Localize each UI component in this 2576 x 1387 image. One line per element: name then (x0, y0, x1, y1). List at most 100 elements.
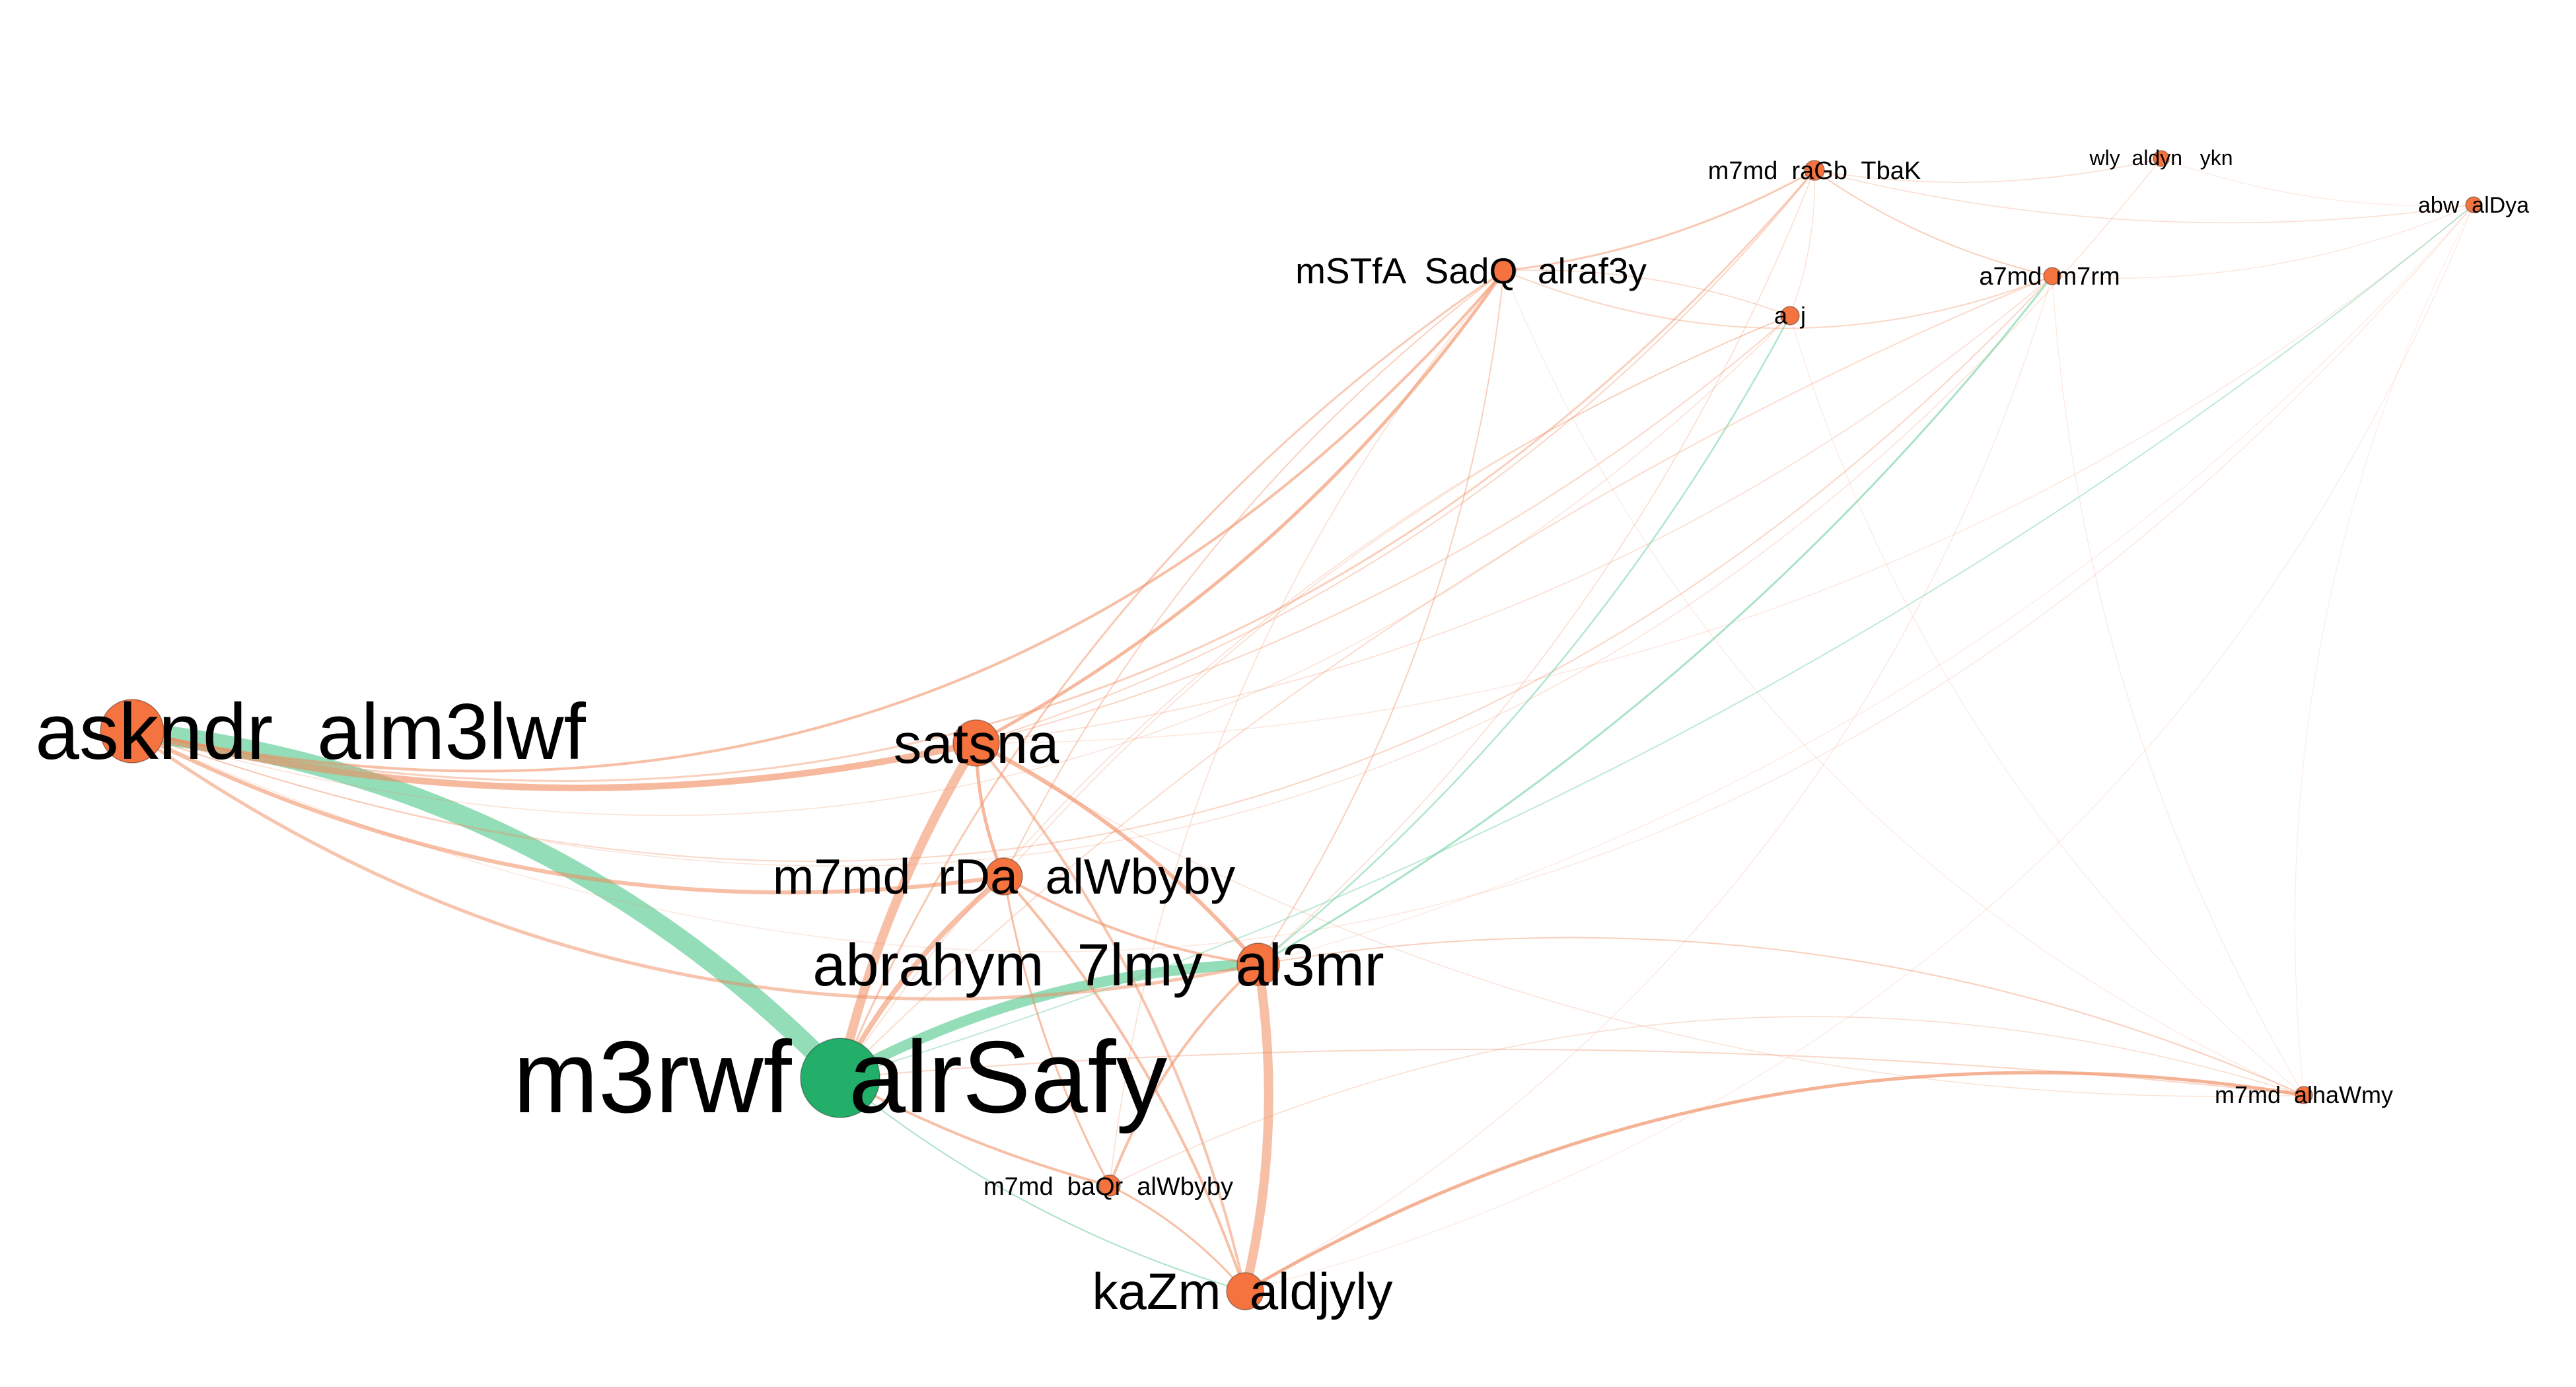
edge-askndr-aj (131, 315, 1791, 816)
edge-m3rwf_alrSafy-m7md_baQr (839, 1077, 1111, 1187)
edge-askndr-abw (131, 204, 2474, 952)
node-kaZm[interactable]: kaZm aldjyly (1092, 1262, 1392, 1320)
node-label-m7md_baQr: m7md baQr alWbyby (984, 1173, 1233, 1201)
edge-abw-m7md_alhaWmy (2294, 204, 2474, 1096)
edge-abrahym-m7md_baQr (1108, 963, 1260, 1187)
edge-m7md_baQr-m7md_alhaWmy (1109, 1016, 2305, 1186)
node-label-m7md_rDa: m7md rDa alWbyby (773, 849, 1236, 904)
edge-a7md-m7md_alhaWmy (2052, 275, 2305, 1096)
edge-satsna-a7md (976, 275, 2053, 744)
edge-abrahym-m7md_raGb (1258, 170, 1815, 965)
node-circle-kaZm[interactable] (1226, 1272, 1264, 1310)
edges-layer (122, 158, 2474, 1296)
edge-satsna-mSTfA (974, 269, 1506, 745)
node-wly[interactable]: wly aldyn ykn (2089, 146, 2233, 170)
edge-askndr-wly (131, 158, 2162, 867)
node-circle-a7md[interactable] (2043, 267, 2061, 285)
edge-m7md_rDa-kaZm (1003, 875, 1246, 1293)
node-m7md_raGb[interactable]: m7md raGb TbaK (1708, 157, 1921, 185)
node-m3rwf_alrSafy[interactable]: m3rwf alrSafy (513, 1020, 1168, 1134)
edge-satsna-m7md_alhaWmy (976, 742, 2305, 1097)
edge-askndr-m7md_raGb (131, 169, 1816, 782)
edge-m7md_rDa-abrahym (1003, 875, 1260, 966)
node-label-abw: abw alDya (2418, 193, 2529, 218)
nodes-layer: m3rwf alrSafy askndr alm3lwf satsna m7md rD… (35, 146, 2529, 1320)
node-m7md_alhaWmy[interactable]: m7md alhaWmy (2215, 1081, 2393, 1108)
edge-mSTfA-m7md_raGb (1503, 169, 1816, 272)
node-circle-m3rwf_alrSafy[interactable] (800, 1038, 880, 1118)
edge-satsna-abrahym (974, 741, 1260, 966)
node-mSTfA[interactable]: mSTfA SadQ alraf3y (1295, 250, 1647, 291)
edge-satsna-m3rwf_alrSafy (836, 738, 981, 1083)
edge-askndr-abrahym (130, 729, 1260, 1001)
node-label-m3rwf_alrSafy: m3rwf alrSafy (513, 1020, 1168, 1134)
edge-m3rwf_alrSafy-mSTfA (839, 269, 1505, 1079)
node-circle-wly[interactable] (2153, 150, 2170, 167)
edge-m3rwf_alrSafy-abw (840, 204, 2474, 1079)
edge-m7md_raGb-aj (1789, 170, 1815, 316)
node-circle-satsna[interactable] (952, 719, 1000, 767)
node-circle-m7md_raGb[interactable] (1804, 160, 1825, 181)
node-m7md_rDa[interactable]: m7md rDa alWbyby (773, 849, 1236, 904)
edge-a7md-abw (2052, 204, 2474, 279)
edge-m3rwf_alrSafy-a7md (840, 275, 2053, 1079)
edge-satsna-m7md_raGb (976, 170, 1815, 744)
node-a7md[interactable]: a7md m7rm (1979, 263, 2120, 291)
edge-m3rwf_alrSafy-kaZm (840, 1077, 1246, 1292)
node-circle-m7md_alhaWmy[interactable] (2295, 1086, 2313, 1104)
edge-kaZm-m7md_baQr (1108, 1184, 1246, 1293)
edge-kaZm-m7md_alhaWmy (1243, 1071, 2306, 1293)
node-circle-m7md_baQr[interactable] (1098, 1174, 1121, 1197)
edge-m7md_rDa-mSTfA (1003, 270, 1505, 877)
edge-abrahym-mSTfA (1258, 270, 1505, 965)
edge-wly-abw (2161, 158, 2474, 207)
node-label-m7md_raGb: m7md raGb TbaK (1708, 157, 1921, 185)
node-circle-askndr[interactable] (100, 699, 164, 764)
node-circle-abrahym[interactable] (1236, 942, 1280, 986)
edge-askndr-satsna (129, 728, 980, 791)
node-aj[interactable]: a j (1774, 302, 1806, 329)
edge-aj-m7md_alhaWmy (1789, 315, 2305, 1096)
edge-askndr-a7md (131, 275, 2053, 863)
edge-abrahym-abw (1258, 204, 2474, 965)
node-circle-mSTfA[interactable] (1491, 258, 1517, 283)
edge-m7md_raGb-abw (1814, 170, 2474, 224)
edge-mSTfA-a7md (1503, 270, 2053, 329)
edge-m3rwf_alrSafy-aj (840, 315, 1791, 1079)
edge-satsna-abw (976, 204, 2474, 744)
edge-mSTfA-aj (1503, 269, 1791, 316)
node-label-satsna: satsna (894, 713, 1059, 775)
node-label-abrahym: abrahym 7lmy al3mr (812, 933, 1384, 999)
node-abw[interactable]: abw alDya (2418, 193, 2529, 218)
edge-abrahym-m7md_alhaWmy (1258, 937, 2305, 1096)
edge-abrahym-a7md (1257, 275, 2054, 966)
edge-m7md_raGb-wly (1814, 158, 2162, 183)
node-m7md_baQr[interactable]: m7md baQr alWbyby (984, 1173, 1233, 1201)
edge-m7md_rDa-m7md_baQr (1003, 875, 1111, 1187)
edge-abrahym-aj (1257, 314, 1791, 966)
node-label-a7md: a7md m7rm (1979, 263, 2120, 291)
node-label-mSTfA: mSTfA SadQ alraf3y (1295, 250, 1647, 291)
node-label-kaZm: kaZm aldjyly (1092, 1262, 1392, 1320)
node-circle-abw[interactable] (2465, 196, 2482, 213)
node-circle-aj[interactable] (1780, 306, 1800, 326)
node-label-m7md_alhaWmy: m7md alhaWmy (2215, 1081, 2393, 1108)
edge-m7md_baQr-mSTfA (1109, 270, 1505, 1186)
node-label-askndr: askndr alm3lwf (35, 688, 586, 776)
node-abrahym[interactable]: abrahym 7lmy al3mr (812, 933, 1384, 999)
node-label-aj: a j (1774, 302, 1806, 329)
edge-kaZm-a7md (1244, 275, 2053, 1292)
edge-kaZm-abw (1244, 204, 2474, 1292)
edge-askndr-m7md_rDa (130, 729, 1006, 895)
edge-satsna-kaZm (975, 742, 1246, 1293)
edge-satsna-aj (976, 315, 1791, 744)
edge-mSTfA-m7md_alhaWmy (1503, 270, 2305, 1096)
node-satsna[interactable]: satsna (894, 713, 1059, 775)
edge-m7md_rDa-aj (1003, 315, 1791, 877)
edge-m7md_raGb-a7md (1814, 170, 2053, 277)
node-circle-m7md_rDa[interactable] (985, 857, 1023, 896)
node-askndr[interactable]: askndr alm3lwf (35, 688, 586, 776)
edge-abrahym-kaZm (1240, 960, 1273, 1296)
edge-askndr-mSTfA (131, 269, 1505, 773)
